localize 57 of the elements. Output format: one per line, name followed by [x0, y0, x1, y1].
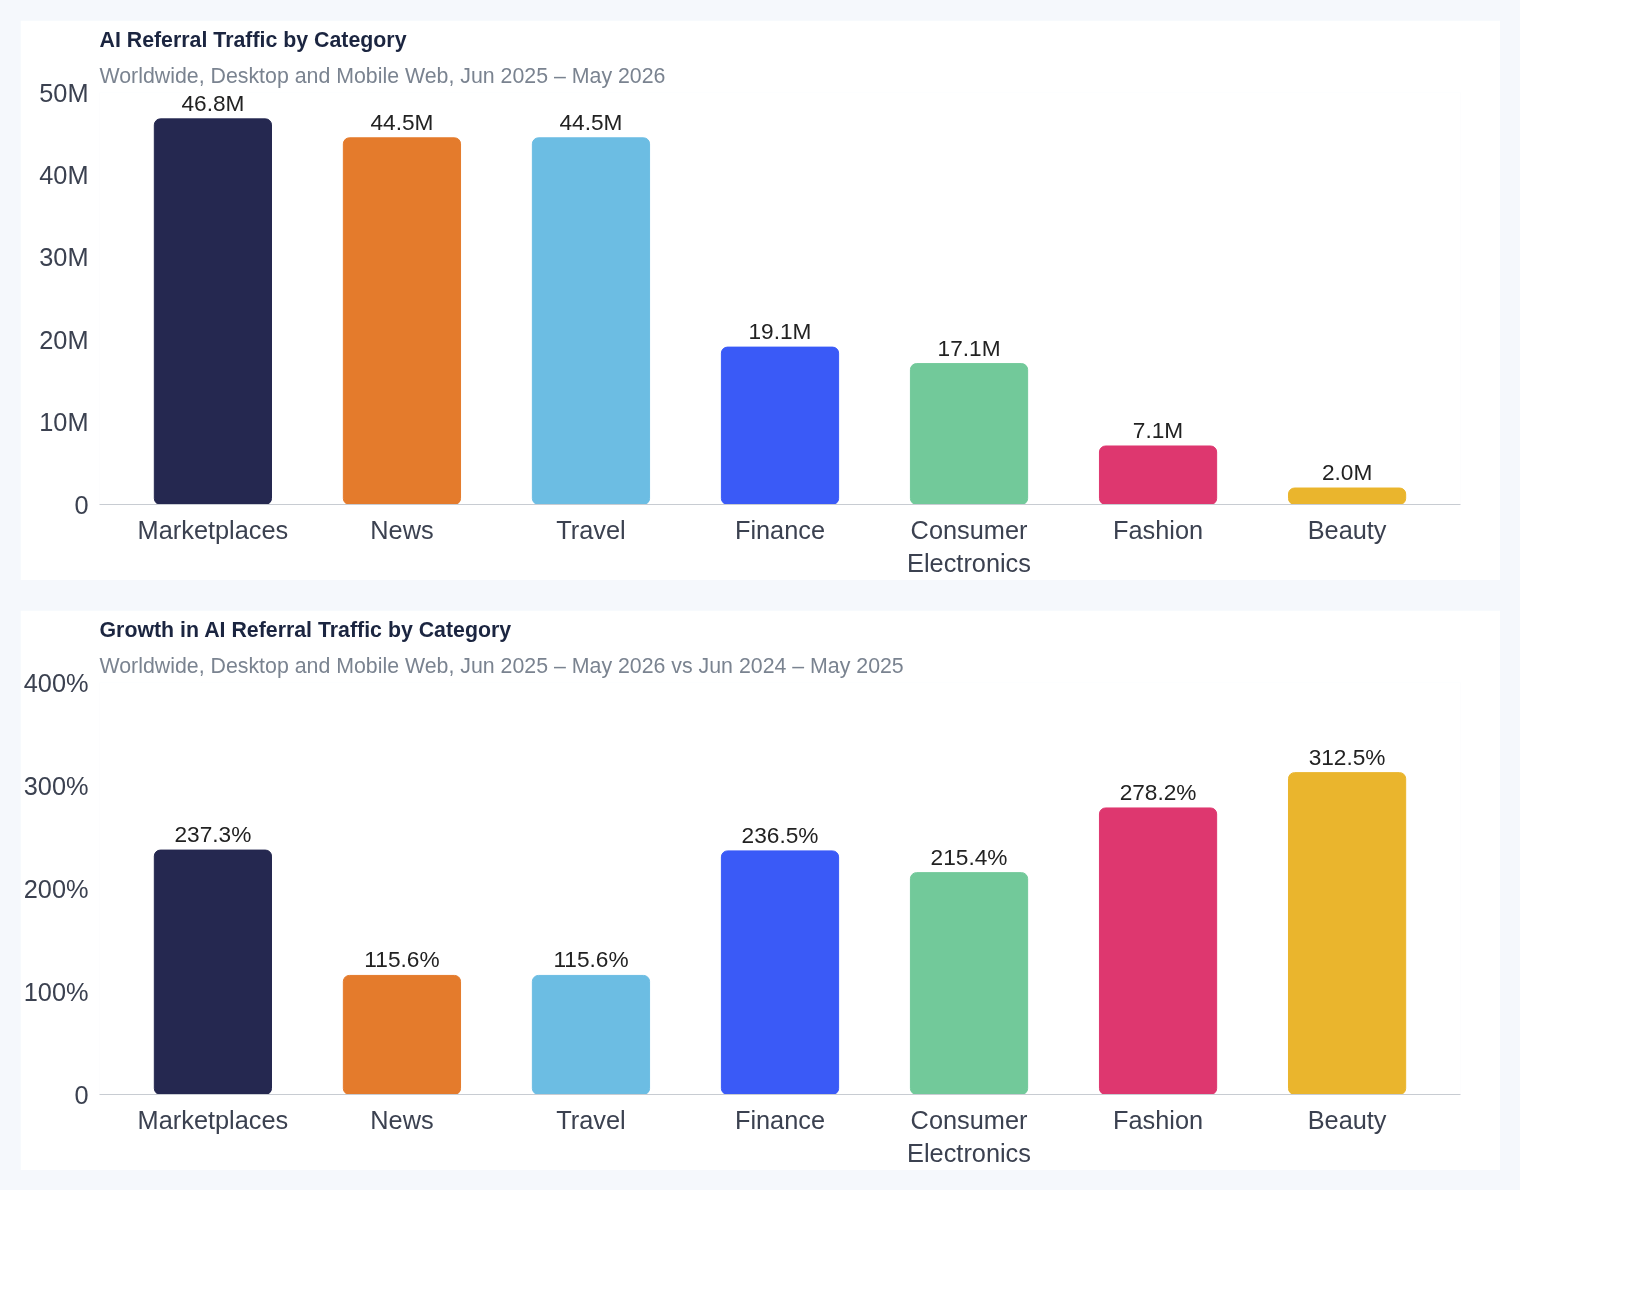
- data-label: 115.6%: [364, 946, 440, 973]
- x-tick-label: Consumer Electronics: [907, 1105, 1031, 1168]
- data-label: 312.5%: [1308, 743, 1386, 770]
- data-label: 46.8M: [181, 89, 245, 116]
- data-label: 115.6%: [553, 946, 629, 973]
- bar: [1287, 772, 1407, 1095]
- chart-title: AI Referral Traffic by Category: [99, 27, 407, 52]
- bar: [531, 974, 651, 1095]
- x-tick-label: Travel: [556, 515, 626, 544]
- y-tick-label: 10M: [39, 408, 89, 437]
- x-tick-label: Marketplaces: [137, 1105, 289, 1134]
- bar: [1098, 445, 1218, 505]
- chart-subtitle: Worldwide, Desktop and Mobile Web, Jun 2025 – May 2026: [99, 63, 666, 88]
- y-tick-label: 300%: [23, 771, 89, 800]
- x-tick-label: Marketplaces: [137, 515, 289, 544]
- x-tick-label: Finance: [734, 1105, 826, 1134]
- x-tick-label: Beauty: [1307, 515, 1387, 544]
- bar: [1287, 487, 1407, 505]
- data-label: 215.4%: [930, 843, 1008, 870]
- data-label: 278.2%: [1119, 778, 1197, 805]
- chart-subtitle: Worldwide, Desktop and Mobile Web, Jun 2025 – May 2026 vs Jun 2024 – May 2025: [99, 653, 904, 678]
- data-label: 44.5M: [559, 108, 623, 135]
- y-tick-label: 0: [74, 490, 89, 519]
- data-label: 236.5%: [741, 821, 819, 848]
- x-tick-label: Consumer Electronics: [907, 515, 1031, 578]
- bar: [720, 346, 840, 505]
- chart-title: Growth in AI Referral Traffic by Category: [99, 617, 512, 642]
- bar: [720, 850, 840, 1095]
- bar: [909, 872, 1029, 1095]
- y-tick-label: 400%: [23, 668, 89, 697]
- x-tick-label: Finance: [734, 515, 826, 544]
- x-tick-label: Fashion: [1113, 1105, 1204, 1134]
- bar: [531, 137, 651, 505]
- bar: [153, 118, 273, 505]
- data-label: 17.1M: [937, 334, 1001, 361]
- y-tick-label: 200%: [23, 874, 89, 903]
- data-label: 2.0M: [1321, 459, 1373, 486]
- y-tick-label: 40M: [39, 160, 89, 189]
- x-tick-label: News: [370, 1105, 434, 1134]
- y-tick-label: 50M: [39, 78, 89, 107]
- x-tick-label: News: [370, 515, 434, 544]
- y-tick-label: 0: [74, 1080, 89, 1109]
- bar: [909, 363, 1029, 505]
- bar: [1098, 807, 1218, 1095]
- x-tick-label: Beauty: [1307, 1105, 1387, 1134]
- bar: [342, 974, 462, 1095]
- y-tick-label: 20M: [39, 325, 89, 354]
- bar: [153, 849, 273, 1095]
- y-tick-label: 30M: [39, 243, 89, 272]
- y-tick-label: 100%: [23, 977, 89, 1006]
- x-tick-label: Travel: [556, 1105, 626, 1134]
- data-label: 44.5M: [370, 108, 434, 135]
- data-label: 19.1M: [748, 318, 812, 345]
- x-tick-label: Fashion: [1113, 515, 1204, 544]
- data-label: 7.1M: [1132, 417, 1184, 443]
- data-label: 237.3%: [174, 821, 252, 848]
- bar: [342, 137, 462, 505]
